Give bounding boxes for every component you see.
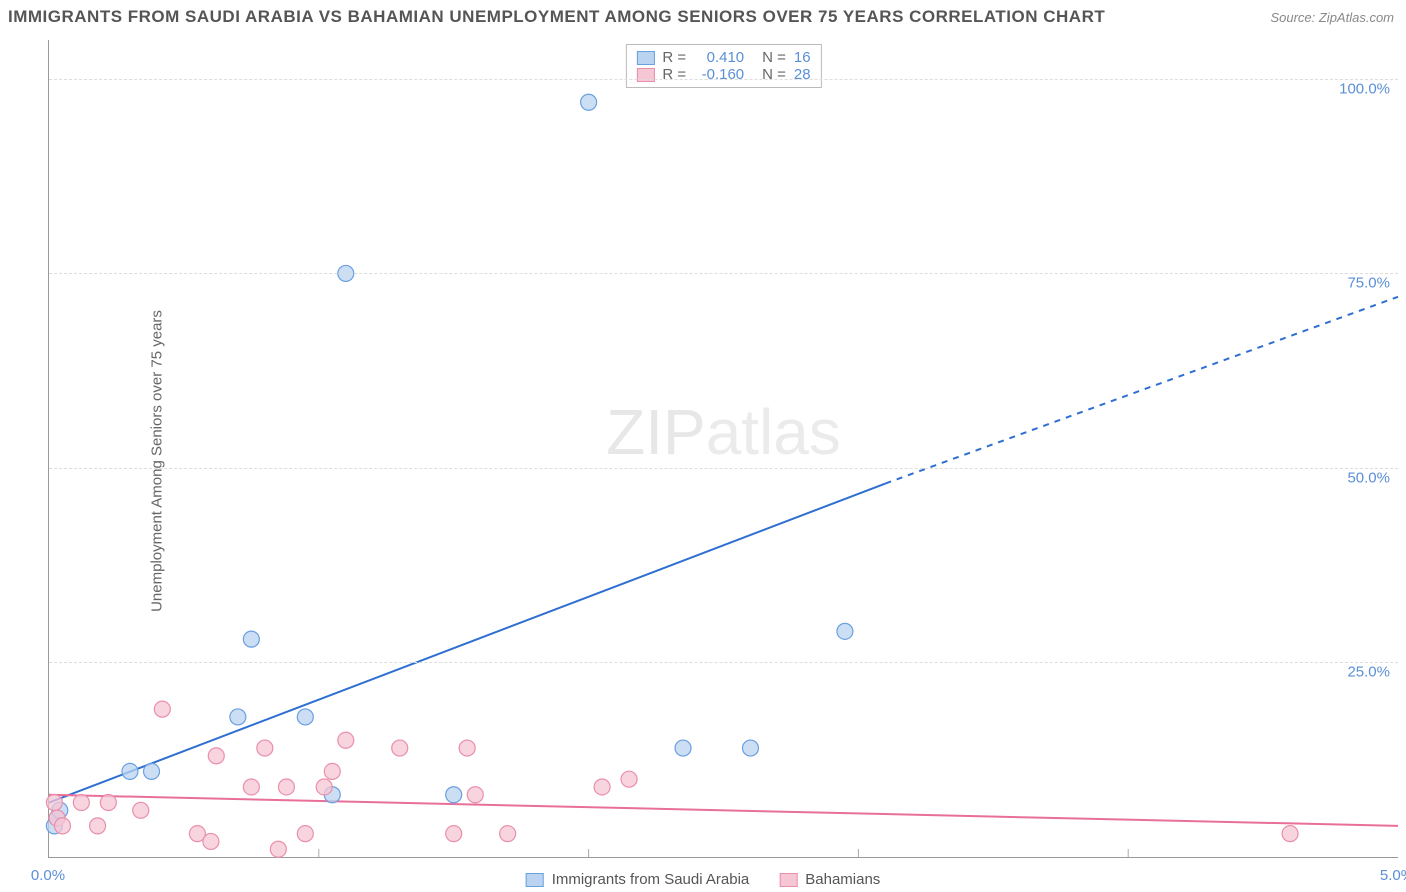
data-point [278,779,294,795]
legend-series: Immigrants from Saudi Arabia Bahamians [526,871,881,888]
legend-label: Immigrants from Saudi Arabia [552,871,750,888]
data-point [446,826,462,842]
gridline-h [49,468,1398,469]
legend-item: Bahamians [779,871,880,888]
data-point [446,787,462,803]
data-point [243,631,259,647]
data-point [316,779,332,795]
data-point [243,779,259,795]
gridline-h [49,79,1398,80]
data-point [257,740,273,756]
trend-line-dashed [885,297,1398,484]
data-point [338,732,354,748]
data-point [203,833,219,849]
data-point [500,826,516,842]
data-point [459,740,475,756]
data-point [144,763,160,779]
data-point [90,818,106,834]
trend-line [49,795,1398,826]
y-tick-label: 50.0% [1347,469,1390,486]
data-point [230,709,246,725]
y-tick-label: 25.0% [1347,664,1390,681]
data-point [742,740,758,756]
chart-container: Unemployment Among Seniors over 75 years… [0,30,1406,892]
legend-item: Immigrants from Saudi Arabia [526,871,750,888]
data-point [837,623,853,639]
data-point [122,763,138,779]
page-title: IMMIGRANTS FROM SAUDI ARABIA VS BAHAMIAN… [8,7,1105,27]
data-point [270,841,286,857]
data-point [324,763,340,779]
data-point [467,787,483,803]
data-point [46,795,62,811]
legend-swatch [526,873,544,887]
y-tick-label: 75.0% [1347,275,1390,292]
data-point [392,740,408,756]
y-tick-label: 100.0% [1339,80,1390,97]
x-tick-label: 5.0% [1380,867,1406,884]
data-point [133,802,149,818]
data-point [581,94,597,110]
data-point [297,709,313,725]
gridline-h [49,273,1398,274]
data-point [621,771,637,787]
data-point [73,795,89,811]
data-point [208,748,224,764]
data-point [54,818,70,834]
data-point [100,795,116,811]
source-label: Source: ZipAtlas.com [1270,10,1394,25]
data-point [594,779,610,795]
data-point [675,740,691,756]
data-point [1282,826,1298,842]
data-point [297,826,313,842]
legend-label: Bahamians [805,871,880,888]
plot-svg [49,40,1398,857]
legend-swatch [779,873,797,887]
data-point [154,701,170,717]
x-tick-label: 0.0% [31,867,65,884]
plot-area: ZIPatlas R =0.410N =16R =-0.160N =28 25.… [48,40,1398,858]
gridline-h [49,662,1398,663]
